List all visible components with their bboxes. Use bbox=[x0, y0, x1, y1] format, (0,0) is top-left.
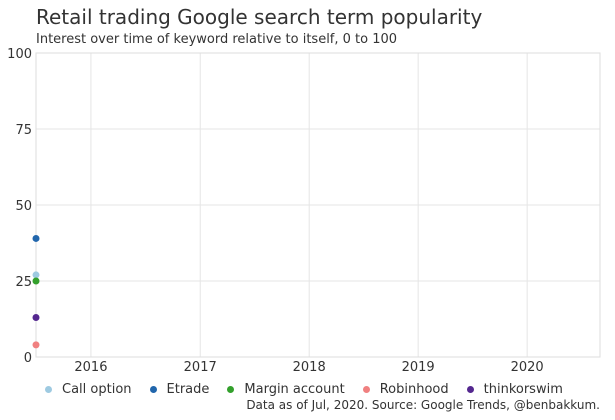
data-point-etrade bbox=[32, 234, 40, 242]
y-tick-label: 25 bbox=[15, 275, 32, 290]
legend-label: thinkorswim bbox=[483, 381, 563, 397]
x-tick-label: 2020 bbox=[511, 360, 544, 375]
legend-item-etrade[interactable]: Etrade bbox=[149, 381, 210, 397]
y-tick-label: 100 bbox=[7, 47, 32, 62]
x-tick-label: 2019 bbox=[402, 360, 435, 375]
legend-item-robinhood[interactable]: Robinhood bbox=[362, 381, 449, 397]
legend-label: Margin account bbox=[244, 381, 345, 397]
x-tick-label: 2017 bbox=[184, 360, 217, 375]
data-point-margin-account bbox=[32, 277, 40, 285]
legend-item-call-option[interactable]: Call option bbox=[45, 382, 132, 397]
plot-border bbox=[35, 52, 601, 358]
legend-label: Robinhood bbox=[379, 381, 449, 397]
chart-title: Retail trading Google search term popula… bbox=[36, 5, 483, 29]
legend-marker-icon bbox=[149, 385, 157, 393]
legend-marker-icon bbox=[362, 385, 370, 393]
legend-label: Etrade bbox=[166, 381, 210, 397]
data-point-call-option bbox=[32, 271, 40, 279]
chart-subtitle: Interest over time of keyword relative t… bbox=[36, 32, 398, 47]
data-point-thinkorswim bbox=[32, 313, 40, 321]
legend-label: Call option bbox=[62, 381, 132, 397]
legend-item-thinkorswim[interactable]: thinkorswim bbox=[466, 381, 563, 397]
y-tick-label: 75 bbox=[15, 123, 32, 138]
data-point-robinhood bbox=[32, 341, 40, 349]
y-tick-label: 0 bbox=[24, 351, 32, 366]
chart-caption: Data as of Jul, 2020. Source: Google Tre… bbox=[246, 398, 600, 412]
y-tick-label: 50 bbox=[15, 199, 32, 214]
x-tick-label: 2016 bbox=[74, 360, 107, 375]
legend-marker-icon bbox=[45, 385, 52, 393]
x-tick-label: 2018 bbox=[293, 360, 326, 375]
legend-item-margin-account[interactable]: Margin account bbox=[227, 381, 345, 397]
legend-marker-icon bbox=[227, 385, 235, 393]
legend-marker-icon bbox=[466, 385, 474, 393]
legend: Call option Etrade Margin account Robinhood… bbox=[45, 380, 581, 398]
